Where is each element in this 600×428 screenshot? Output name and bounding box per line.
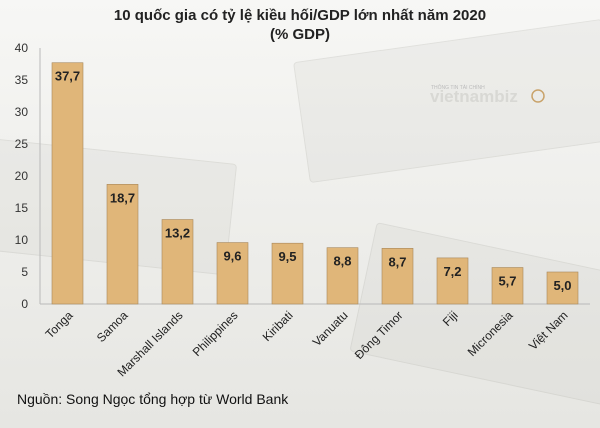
y-tick-label: 35 (15, 73, 29, 87)
data-label: 13,2 (165, 226, 190, 241)
y-tick-label: 5 (21, 265, 28, 279)
chart-title: 10 quốc gia có tỷ lệ kiều hối/GDP lớn nh… (114, 7, 486, 24)
x-tick-label: Micronesia (465, 308, 516, 359)
x-tick-label: Philippines (190, 308, 241, 359)
y-tick-label: 25 (15, 137, 29, 151)
watermark-text: vietnambiz (430, 87, 518, 106)
bar (436, 257, 469, 305)
bar (106, 184, 139, 305)
y-tick-label: 10 (15, 233, 29, 247)
bar (51, 62, 84, 305)
x-tick-label: Đông Timor (352, 308, 406, 362)
bars: 37,7 18,7 13,2 9,6 9,5 8,8 8,7 7,2 5,7 5,0 (51, 62, 579, 305)
data-label: 7,2 (443, 264, 461, 279)
y-tick-label: 15 (15, 201, 29, 215)
data-label: 8,8 (333, 254, 351, 269)
y-tick-label: 30 (15, 105, 29, 119)
data-label: 9,5 (278, 249, 296, 264)
bar (161, 219, 194, 305)
x-tick-label: Tonga (43, 308, 76, 341)
bar (326, 247, 359, 305)
bar (271, 242, 304, 305)
y-tick-label: 0 (21, 297, 28, 311)
data-label: 37,7 (55, 69, 80, 84)
x-tick-label: Việt Nam (526, 308, 571, 353)
x-tick-label: Samoa (94, 308, 131, 345)
bar (381, 248, 414, 305)
y-tick-label: 40 (15, 41, 29, 55)
bar (491, 267, 524, 305)
watermark-emblem-icon (531, 89, 545, 103)
chart-subtitle: (% GDP) (270, 26, 330, 43)
data-label: 9,6 (223, 249, 241, 264)
watermark-logo: THÔNG TIN TÀI CHÍNH vietnambiz (430, 84, 545, 106)
data-label: 8,7 (388, 254, 406, 269)
data-label: 5,7 (498, 274, 516, 289)
bar (216, 242, 249, 305)
bar (546, 271, 579, 305)
y-tick-label: 20 (15, 169, 29, 183)
x-tick-label: Vanuatu (310, 308, 351, 349)
data-label: 18,7 (110, 190, 135, 205)
x-tick-label: Kiribati (260, 308, 296, 344)
watermark-tagline: THÔNG TIN TÀI CHÍNH (431, 84, 485, 91)
source-note: Nguồn: Song Ngọc tổng hợp từ World Bank (17, 391, 289, 407)
x-tick-label: Fiji (440, 308, 461, 329)
data-label: 5,0 (553, 278, 571, 293)
